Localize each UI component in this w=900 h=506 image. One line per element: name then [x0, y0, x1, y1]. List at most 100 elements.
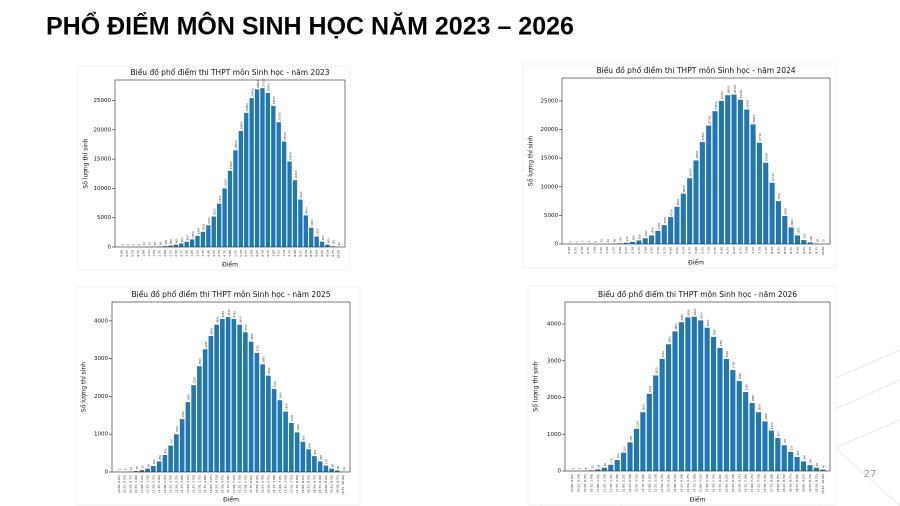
- bar: [312, 456, 317, 472]
- value-label: 80: [158, 241, 162, 245]
- value-label: 3250: [204, 341, 208, 348]
- y-tick-label: 5000: [97, 215, 111, 221]
- value-label: 25200: [739, 90, 743, 99]
- bar: [206, 225, 211, 247]
- value-label: 3: [577, 467, 581, 469]
- value-label: 18000: [283, 131, 287, 140]
- value-label: 1850: [751, 395, 755, 402]
- bar: [184, 241, 189, 247]
- x-tick-label: 3.50: [656, 247, 660, 254]
- value-label: 380: [796, 450, 800, 455]
- x-tick-label: [9.00, 9.25): [324, 475, 328, 493]
- value-label: 2450: [738, 373, 742, 380]
- x-tick-label: 6.50: [732, 247, 736, 254]
- value-label: 8100: [299, 191, 303, 198]
- value-label: 2300: [657, 222, 661, 229]
- y-tick-label: 3000: [94, 356, 108, 362]
- value-label: 500: [622, 446, 626, 451]
- x-tick-label: [7.25, 7.50): [284, 475, 288, 493]
- x-tick-label: 4.25: [675, 247, 679, 254]
- x-tick-label: 9.50: [325, 250, 329, 257]
- x-tick-label: 9.50: [808, 247, 812, 254]
- y-tick-label: 4000: [94, 318, 108, 324]
- x-tick-label: 0.00: [120, 250, 124, 257]
- x-tick-label: 6.50: [260, 250, 264, 257]
- x-tick-label: [2.75, 3.00): [180, 475, 184, 493]
- x-tick-label: 7.00: [745, 247, 749, 254]
- x-tick-label: [2.00, 2.25): [163, 475, 167, 493]
- bar: [617, 243, 623, 244]
- value-label: 1: [571, 467, 575, 469]
- value-label: 1600: [642, 404, 646, 411]
- bar: [217, 203, 222, 247]
- value-label: 3900: [215, 316, 219, 323]
- value-label: 1500: [650, 227, 654, 234]
- value-label: 27100: [261, 78, 265, 87]
- value-label: 280: [158, 455, 162, 460]
- value-label: 220: [625, 236, 629, 241]
- x-tick-label: [3.00, 3.25): [647, 474, 651, 492]
- x-tick-label: 3.25: [650, 247, 654, 254]
- bar: [309, 227, 314, 247]
- value-label: 900: [321, 235, 325, 240]
- x-tick-label: [6.00, 6.25): [255, 475, 259, 493]
- x-tick-label: [6.50, 6.75): [737, 474, 741, 492]
- chart: 0 1000 2000 3000 4000 2 [0.00, 0.25) 5 [0.25, 0.…: [75, 286, 361, 506]
- x-tick-label: [5.00, 5.25): [699, 474, 703, 492]
- bar: [749, 403, 755, 471]
- x-tick-label: [5.25, 5.50): [238, 475, 242, 493]
- value-label: 24100: [272, 96, 276, 105]
- x-tick-label: 0.00: [567, 247, 571, 254]
- x-tick-label: [5.50, 5.75): [712, 474, 716, 492]
- value-label: 16500: [234, 140, 238, 149]
- value-label: 60: [612, 239, 616, 243]
- x-tick-label: [5.75, 6.00): [718, 474, 722, 492]
- bar: [718, 100, 724, 245]
- y-axis-label: Số lượng thí sinh: [528, 136, 535, 186]
- bar: [668, 217, 674, 244]
- bar: [139, 470, 145, 472]
- chart-title: Biểu đồ phổ điểm thi THPT môn Sinh học -…: [130, 68, 329, 77]
- y-axis-label: Số lượng thí sinh: [81, 362, 88, 412]
- value-label: 10700: [771, 173, 775, 182]
- value-label: 420: [313, 449, 317, 454]
- value-label: 260: [802, 455, 806, 460]
- bar: [266, 375, 271, 472]
- plot-frame: [561, 77, 831, 245]
- value-label: 1300: [191, 231, 195, 238]
- bar: [179, 419, 185, 472]
- x-tick-label: 0.25: [574, 247, 578, 254]
- value-label: 7500: [777, 193, 781, 200]
- x-tick-label: 1.50: [605, 247, 609, 254]
- value-label: 2750: [732, 362, 736, 369]
- x-tick-label: [3.50, 3.75): [660, 474, 664, 492]
- bar: [185, 402, 191, 472]
- value-label: 4200: [693, 308, 697, 315]
- bar: [762, 421, 768, 471]
- value-label: 25000: [720, 91, 724, 100]
- x-tick-label: [5.25, 5.50): [705, 474, 709, 492]
- value-label: 380: [631, 235, 635, 240]
- bar: [174, 434, 179, 472]
- x-tick-label: [0.00, 0.25): [117, 475, 121, 493]
- value-label: 4180: [687, 309, 691, 316]
- x-tick-label: 5.25: [233, 250, 237, 257]
- x-tick-label: [4.00, 4.25): [209, 475, 213, 493]
- y-tick-label: 3000: [547, 358, 561, 364]
- bar: [323, 465, 329, 472]
- x-tick-label: [3.00, 3.25): [186, 475, 190, 493]
- bar: [678, 322, 685, 471]
- bar: [289, 422, 294, 472]
- value-label: 3300: [310, 219, 314, 226]
- value-label: 14200: [765, 153, 769, 162]
- value-label: 1000: [644, 230, 648, 237]
- x-tick-label: 9.75: [331, 250, 335, 257]
- x-tick-label: 6.75: [738, 247, 742, 254]
- bar: [254, 89, 260, 248]
- bar: [168, 445, 173, 472]
- bar: [725, 95, 731, 244]
- value-label: 600: [180, 237, 184, 242]
- x-tick-label: [8.50, 8.75): [789, 474, 793, 492]
- x-tick-label: [2.75, 3.00): [641, 474, 645, 492]
- value-label: 170: [325, 459, 329, 464]
